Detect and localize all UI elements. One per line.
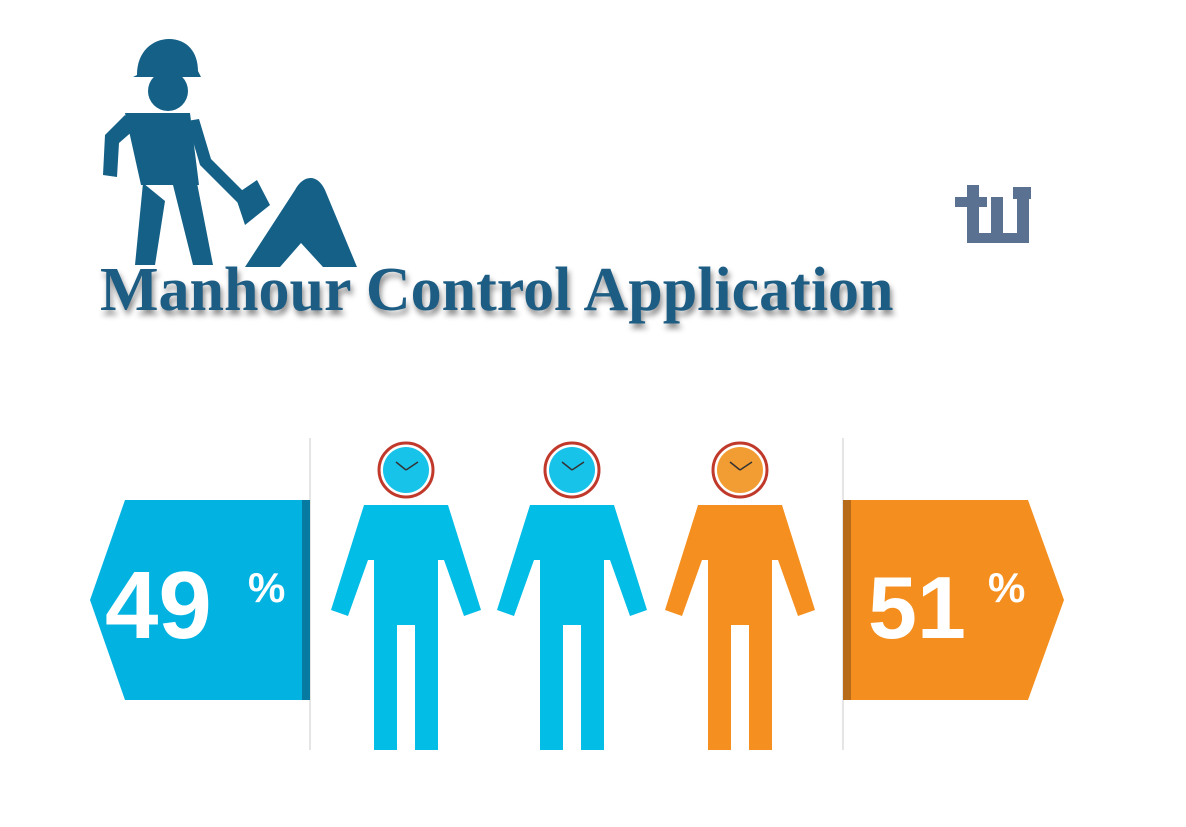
app-title: Manhour Control Application	[100, 256, 894, 324]
stat-badge-left: 49 %	[90, 500, 310, 700]
stat-unit-left: %	[248, 564, 285, 611]
clock-icon	[711, 441, 769, 499]
person-figure-2	[497, 441, 647, 750]
stat-unit-right: %	[988, 564, 1025, 611]
stat-value-right: 51	[868, 558, 966, 657]
clock-icon	[377, 441, 435, 499]
brand-logo	[955, 185, 1031, 243]
clock-icon	[543, 441, 601, 499]
stat-badge-right: 51 %	[843, 500, 1064, 700]
percentage-infographic: 49 % 51 %	[90, 438, 1064, 750]
construction-worker-icon	[103, 39, 357, 267]
person-figure-3	[665, 441, 815, 750]
person-figure-1	[331, 441, 481, 750]
stat-value-left: 49	[105, 552, 212, 659]
